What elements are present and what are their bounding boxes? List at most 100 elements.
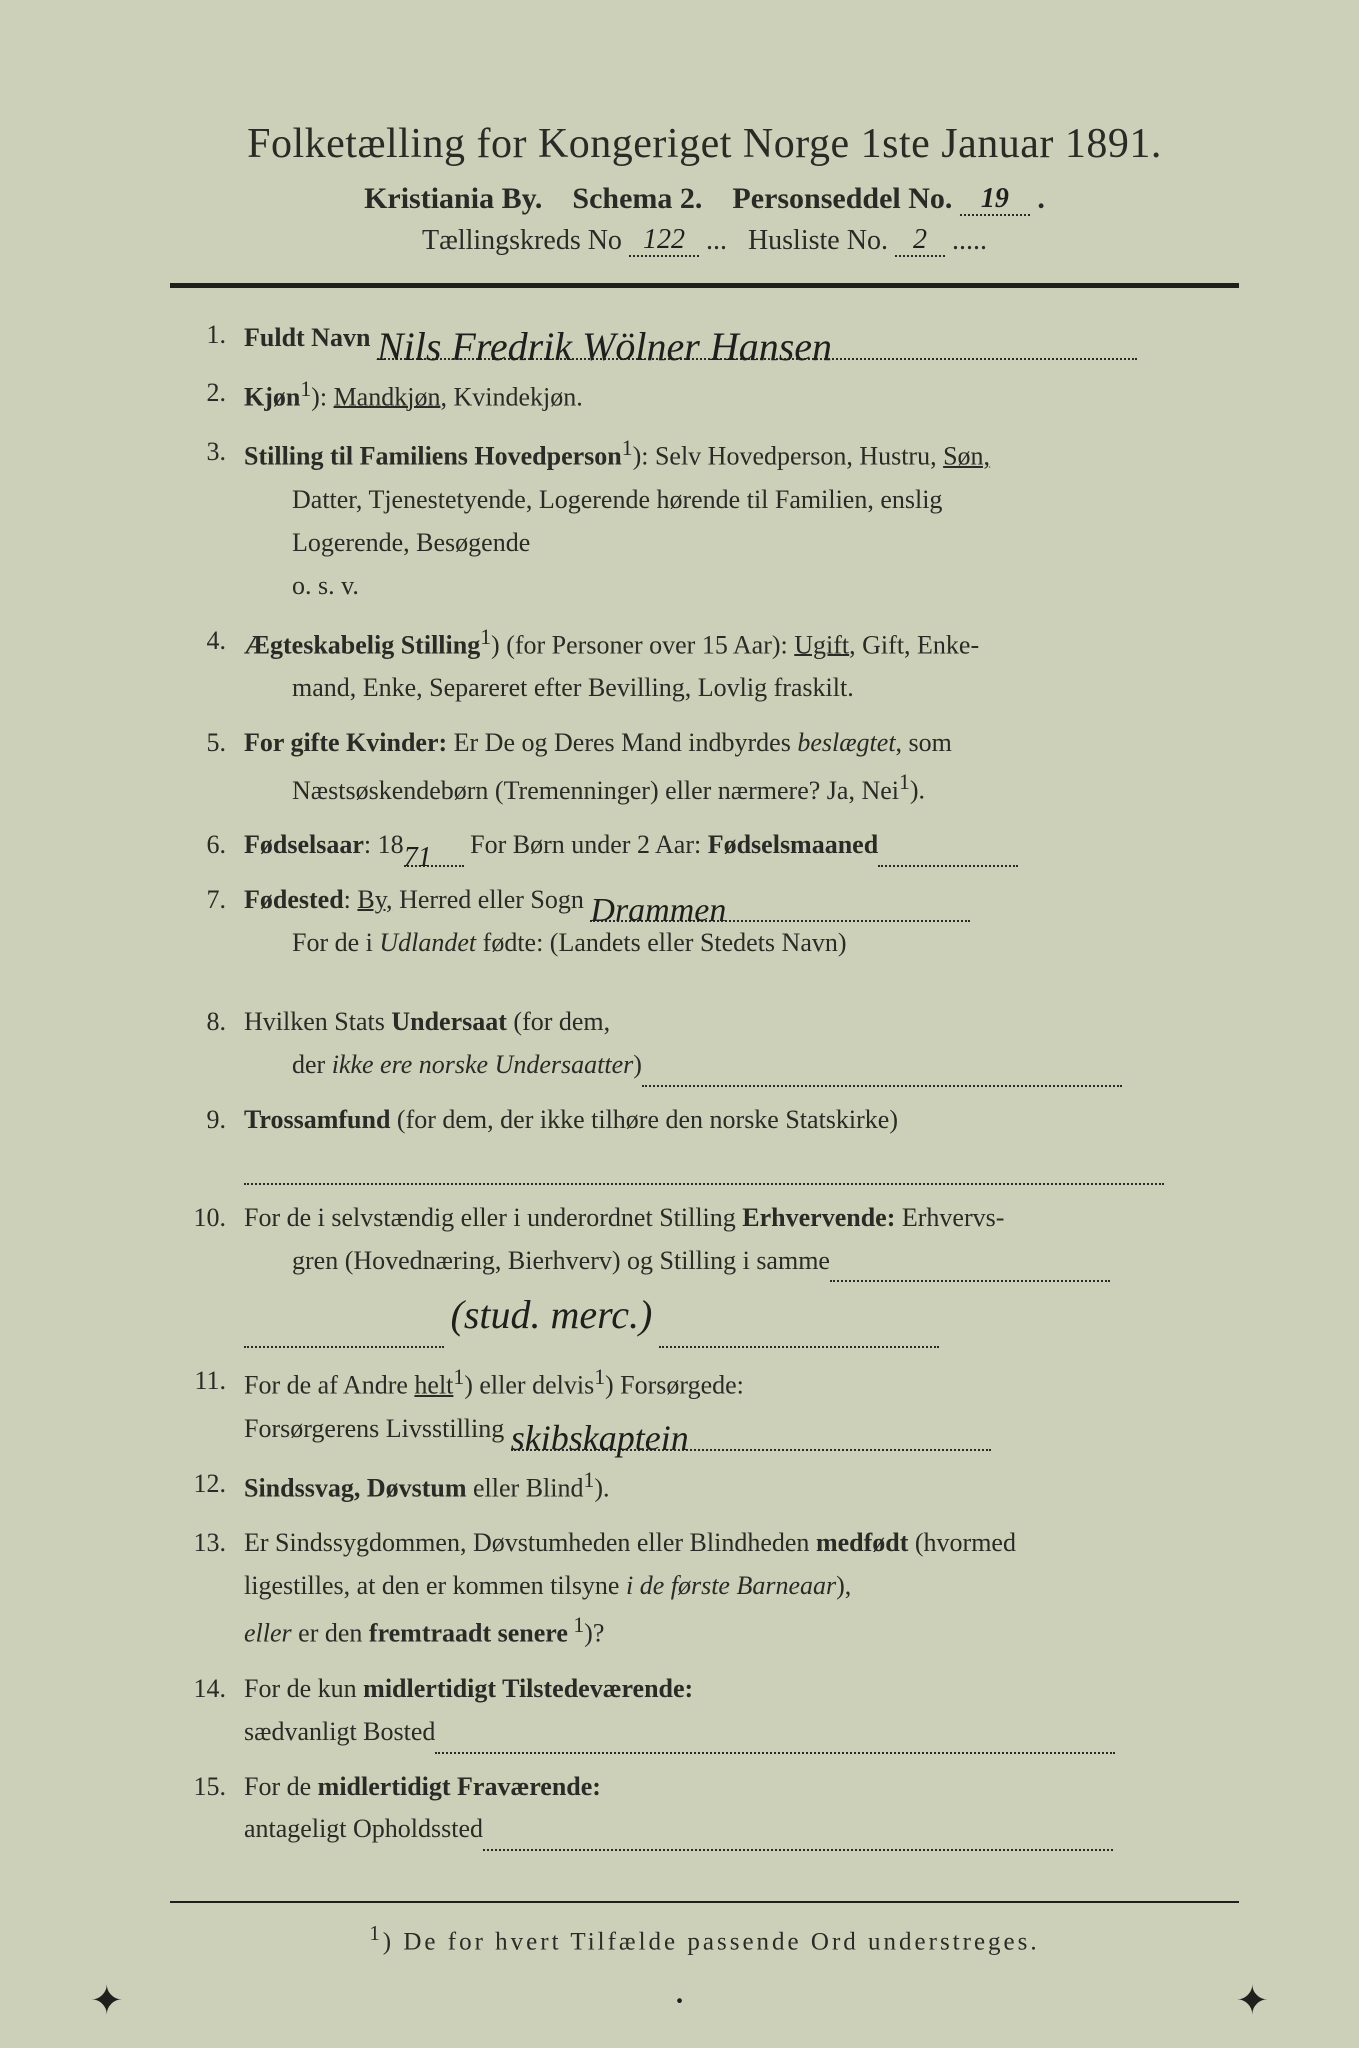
item-14: 14. For de kun midlertidigt Tilstedevære… — [170, 1668, 1239, 1754]
text2: (hvormed — [908, 1528, 1016, 1557]
mandkjon-option: Mandkjøn — [334, 382, 441, 411]
item-body: Sindssvag, Døvstum eller Blind1). — [244, 1463, 1239, 1511]
item-body: For de midlertidigt Fraværende: antageli… — [244, 1766, 1239, 1852]
fremtraadt-label: fremtraadt senere — [369, 1619, 568, 1648]
fodested-label: Fødested — [244, 885, 344, 914]
text2: ) eller delvis — [464, 1371, 594, 1400]
item-number: 15. — [170, 1766, 244, 1852]
item-body: Ægteskabelig Stilling1) (for Personer ov… — [244, 620, 1239, 710]
husliste-label: Husliste No. — [748, 225, 888, 256]
footnote-text: 1) De for hvert Tilfælde passende Ord un… — [170, 1921, 1239, 1956]
footnote-ref-2: 1 — [594, 1365, 605, 1389]
item-number: 2. — [170, 372, 244, 420]
item-body: For gifte Kvinder: Er De og Deres Mand i… — [244, 722, 1239, 812]
fodselsmaaned-label: Fødselsmaaned — [708, 830, 878, 859]
item-9: 9. Trossamfund (for dem, der ikke tilhør… — [170, 1099, 1239, 1185]
helt-option: helt — [414, 1371, 453, 1400]
occupation-value: (stud. merc.) — [451, 1292, 653, 1337]
footnote-ref: 1 — [568, 1613, 584, 1637]
item-number: 3. — [170, 431, 244, 607]
line2b: fødte: (Landets eller Stedets Navn) — [476, 928, 846, 957]
item-body: Kjøn1): Mandkjøn, Kvindekjøn. — [244, 372, 1239, 420]
text: Er Sindssygdommen, Døvstumheden eller Bl… — [244, 1528, 816, 1557]
birth-month-blank — [878, 837, 1018, 868]
text: ): — [311, 382, 333, 411]
text2: Herred eller Sogn — [393, 885, 584, 914]
kreds-label: Tællingskreds No — [422, 225, 622, 256]
item-number: 4. — [170, 620, 244, 710]
text: For de af Andre — [244, 1371, 414, 1400]
item-body: Trossamfund (for dem, der ikke tilhøre d… — [244, 1099, 1239, 1185]
kreds-no-value: 122 — [629, 224, 699, 257]
item-body: Fuldt Navn Nils Fredrik Wölner Hansen — [244, 314, 1239, 360]
item-body: For de af Andre helt1) eller delvis1) Fo… — [244, 1360, 1239, 1450]
ikke-norske: ikke ere norske Undersaatter — [332, 1050, 634, 1079]
footnote-ref: 1 — [584, 1468, 595, 1492]
medfodt-label: medfødt — [816, 1528, 908, 1557]
dots: ... — [706, 225, 741, 256]
erhvervende-label: Erhvervende: — [742, 1203, 895, 1232]
text: Hvilken Stats — [244, 1007, 391, 1036]
item-number: 13. — [170, 1522, 244, 1655]
usual-residence-blank — [435, 1723, 1115, 1754]
aegteskab-label: Ægteskabelig Stilling — [244, 630, 480, 659]
text: : 18 — [364, 830, 404, 859]
schema-label: Schema 2. — [572, 182, 702, 215]
item-5: 5. For gifte Kvinder: Er De og Deres Man… — [170, 722, 1239, 812]
line3b: er den — [292, 1619, 369, 1648]
item-11: 11. For de af Andre helt1) eller delvis1… — [170, 1360, 1239, 1450]
item-8: 8. Hvilken Stats Undersaat (for dem, der… — [170, 1001, 1239, 1087]
footnote-ref: 1 — [622, 436, 633, 460]
footer-rule — [170, 1901, 1239, 1903]
line2a: For de i — [244, 928, 379, 957]
item-3: 3. Stilling til Familiens Hovedperson1):… — [170, 431, 1239, 607]
fuldt-navn-label: Fuldt Navn — [244, 323, 370, 352]
line2b: ) — [633, 1050, 642, 1079]
occupation-blank-2 — [244, 1318, 444, 1349]
item-number: 10. — [170, 1197, 244, 1349]
beslaegtet: beslægtet — [797, 728, 895, 757]
item-body: Stilling til Familiens Hovedperson1): Se… — [244, 431, 1239, 607]
line2b: ). — [910, 776, 925, 805]
text: Er De og Deres Mand indbyrdes — [447, 728, 797, 757]
text2: , som — [896, 728, 952, 757]
item-4: 4. Ægteskabelig Stilling1) (for Personer… — [170, 620, 1239, 710]
item-number: 1. — [170, 314, 244, 360]
udlandet: Udlandet — [379, 928, 476, 957]
birth-year-value: 71 — [404, 835, 464, 868]
item-7: 7. Fødested: By, Herred eller Sogn Dramm… — [170, 879, 1239, 965]
corner-mark-right: ✦ — [1235, 1977, 1269, 2024]
text: ) (for Personer over 15 Aar): — [491, 630, 794, 659]
footnote-ref: 1 — [899, 770, 910, 794]
personseddel-label: Personseddel No. — [732, 182, 952, 215]
text3: ) Forsørgede: — [605, 1371, 744, 1400]
full-name-value: Nils Fredrik Wölner Hansen — [377, 314, 1137, 360]
text: ): Selv Hovedperson, Hustru, — [633, 442, 944, 471]
line2: antageligt Opholdssted — [244, 1814, 483, 1843]
text2: ). — [594, 1474, 609, 1503]
item-2: 2. Kjøn1): Mandkjøn, Kvindekjøn. — [170, 372, 1239, 420]
trossamfund-label: Trossamfund — [244, 1105, 390, 1134]
footnote-ref: 1 — [453, 1365, 464, 1389]
item-12: 12. Sindssvag, Døvstum eller Blind1). — [170, 1463, 1239, 1511]
text: For de i selvstændig eller i underordnet… — [244, 1203, 742, 1232]
provider-occupation-value: skibskaptein — [511, 1409, 991, 1451]
item-body: Hvilken Stats Undersaat (for dem, der ik… — [244, 1001, 1239, 1087]
eller: eller — [244, 1619, 292, 1648]
page-title: Folketælling for Kongeriget Norge 1ste J… — [170, 120, 1239, 168]
text2: Erhvervs- — [895, 1203, 1004, 1232]
census-form-page: Folketælling for Kongeriget Norge 1ste J… — [0, 0, 1359, 2048]
line2a: ligestilles, at den er kommen tilsyne — [244, 1571, 626, 1600]
tilstedevaerende-label: midlertidigt Tilstedeværende: — [363, 1674, 693, 1703]
item-number: 5. — [170, 722, 244, 812]
text2: (for dem, — [507, 1007, 610, 1036]
item-15: 15. For de midlertidigt Fraværende: anta… — [170, 1766, 1239, 1852]
fodselaar-label: Fødselsaar — [244, 830, 364, 859]
line2a: der — [244, 1050, 332, 1079]
kvindekjon-option: Kvindekjøn. — [453, 382, 582, 411]
whereabouts-blank — [483, 1821, 1113, 1852]
religion-blank — [244, 1154, 1164, 1185]
by-option: By, — [357, 885, 392, 914]
line2: mand, Enke, Separeret efter Bevilling, L… — [244, 673, 854, 702]
corner-mark-left: ✦ — [90, 1977, 124, 2024]
